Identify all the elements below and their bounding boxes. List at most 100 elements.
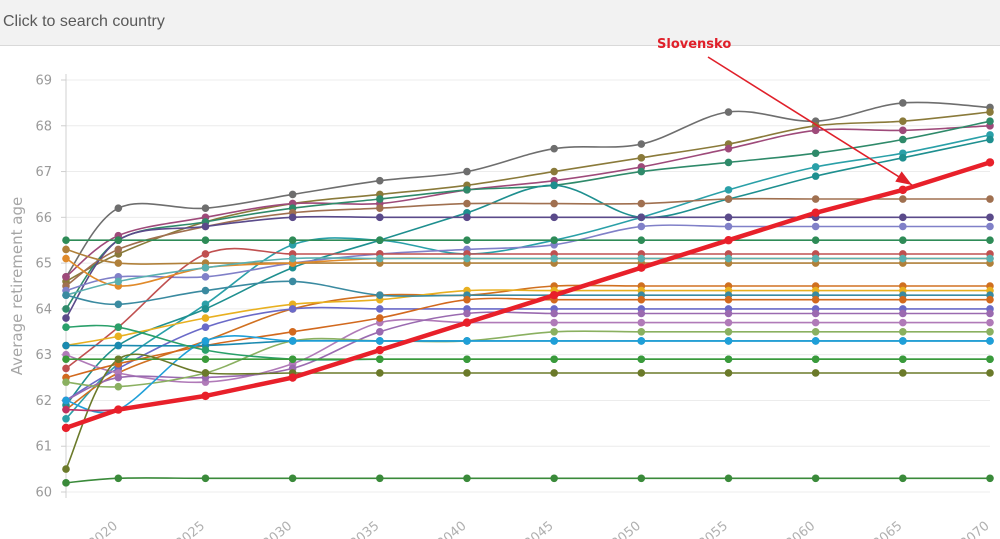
data-point xyxy=(201,222,210,231)
data-point-highlight xyxy=(114,405,123,414)
data-point xyxy=(550,236,558,245)
data-point xyxy=(114,277,123,286)
data-point xyxy=(550,318,558,327)
data-point xyxy=(550,167,558,176)
data-point xyxy=(637,318,646,327)
y-tick-label: 61 xyxy=(35,440,52,455)
data-point xyxy=(986,195,994,203)
x-tick-label: 2070 xyxy=(958,519,993,539)
data-point xyxy=(724,327,733,336)
x-tick-label: 2050 xyxy=(609,519,644,539)
data-point xyxy=(899,117,907,125)
data-point xyxy=(811,236,820,245)
data-point xyxy=(899,222,907,231)
data-point xyxy=(62,355,70,364)
data-point xyxy=(463,167,471,176)
data-point xyxy=(114,300,123,309)
data-point xyxy=(986,236,994,245)
data-point xyxy=(811,163,820,171)
data-point xyxy=(201,305,210,313)
series-lines xyxy=(63,101,993,484)
annotation-label: Slovensko xyxy=(657,37,731,52)
data-point xyxy=(724,295,733,304)
data-point xyxy=(463,309,471,318)
data-point xyxy=(811,474,820,483)
data-point xyxy=(899,355,907,364)
data-point xyxy=(550,309,558,318)
data-point xyxy=(62,341,70,350)
data-point xyxy=(114,382,123,391)
data-point xyxy=(62,465,70,473)
data-point xyxy=(550,337,558,345)
data-point xyxy=(376,314,384,322)
data-point xyxy=(288,355,297,364)
data-point xyxy=(550,355,558,364)
data-point xyxy=(376,305,384,313)
data-point xyxy=(811,149,820,158)
x-axis: 2020 2025 2030 2035 2040 2045 2050 2055 2060 2065… xyxy=(86,519,993,539)
data-point xyxy=(899,236,907,245)
data-point xyxy=(986,254,994,263)
data-point xyxy=(62,323,70,332)
data-point xyxy=(724,474,733,483)
data-point xyxy=(201,355,210,364)
data-point xyxy=(811,295,820,304)
data-point-highlight xyxy=(985,158,995,167)
data-point xyxy=(986,309,994,318)
data-point xyxy=(724,213,733,222)
data-point xyxy=(899,318,907,327)
data-point xyxy=(376,213,384,222)
data-point xyxy=(62,236,70,245)
series-line xyxy=(65,120,991,310)
y-tick-label: 65 xyxy=(35,257,52,272)
data-point-highlight xyxy=(898,185,908,195)
data-point xyxy=(811,355,820,364)
data-point xyxy=(201,314,210,322)
data-point-highlight xyxy=(288,373,297,382)
y-tick-label: 60 xyxy=(35,486,52,501)
data-point xyxy=(899,126,907,135)
data-point xyxy=(114,341,123,350)
data-point xyxy=(376,355,384,364)
data-point xyxy=(899,213,907,222)
y-tick-label: 68 xyxy=(35,119,52,134)
data-point xyxy=(724,254,733,263)
data-point xyxy=(376,474,384,483)
annotation-arrowhead xyxy=(895,171,912,185)
data-point xyxy=(986,108,994,116)
data-point xyxy=(201,346,210,354)
x-tick-label: 2055 xyxy=(696,519,731,539)
data-point xyxy=(899,295,907,304)
data-point xyxy=(201,369,210,377)
data-point xyxy=(811,337,820,345)
data-point xyxy=(62,254,70,263)
data-point xyxy=(463,213,471,222)
data-point xyxy=(637,222,646,231)
data-point xyxy=(637,474,646,483)
data-point xyxy=(986,295,994,304)
data-point xyxy=(899,337,907,345)
data-point xyxy=(463,186,471,194)
data-point xyxy=(288,236,297,245)
data-point xyxy=(724,355,733,364)
data-point xyxy=(550,327,558,336)
data-point xyxy=(288,337,297,345)
data-point xyxy=(376,236,384,245)
data-point xyxy=(986,355,994,364)
data-point xyxy=(811,318,820,327)
data-point xyxy=(724,195,733,203)
data-point xyxy=(986,337,994,345)
data-point xyxy=(637,154,646,162)
data-point xyxy=(114,204,123,212)
data-point xyxy=(114,323,123,332)
annotation-arrow xyxy=(707,56,913,186)
data-point xyxy=(201,204,210,212)
data-point xyxy=(811,195,820,203)
data-point xyxy=(376,176,384,185)
data-point xyxy=(986,222,994,231)
search-bar[interactable]: Click to search country xyxy=(0,0,1000,46)
data-point xyxy=(114,332,123,341)
data-point xyxy=(288,254,297,263)
data-point xyxy=(463,474,471,483)
